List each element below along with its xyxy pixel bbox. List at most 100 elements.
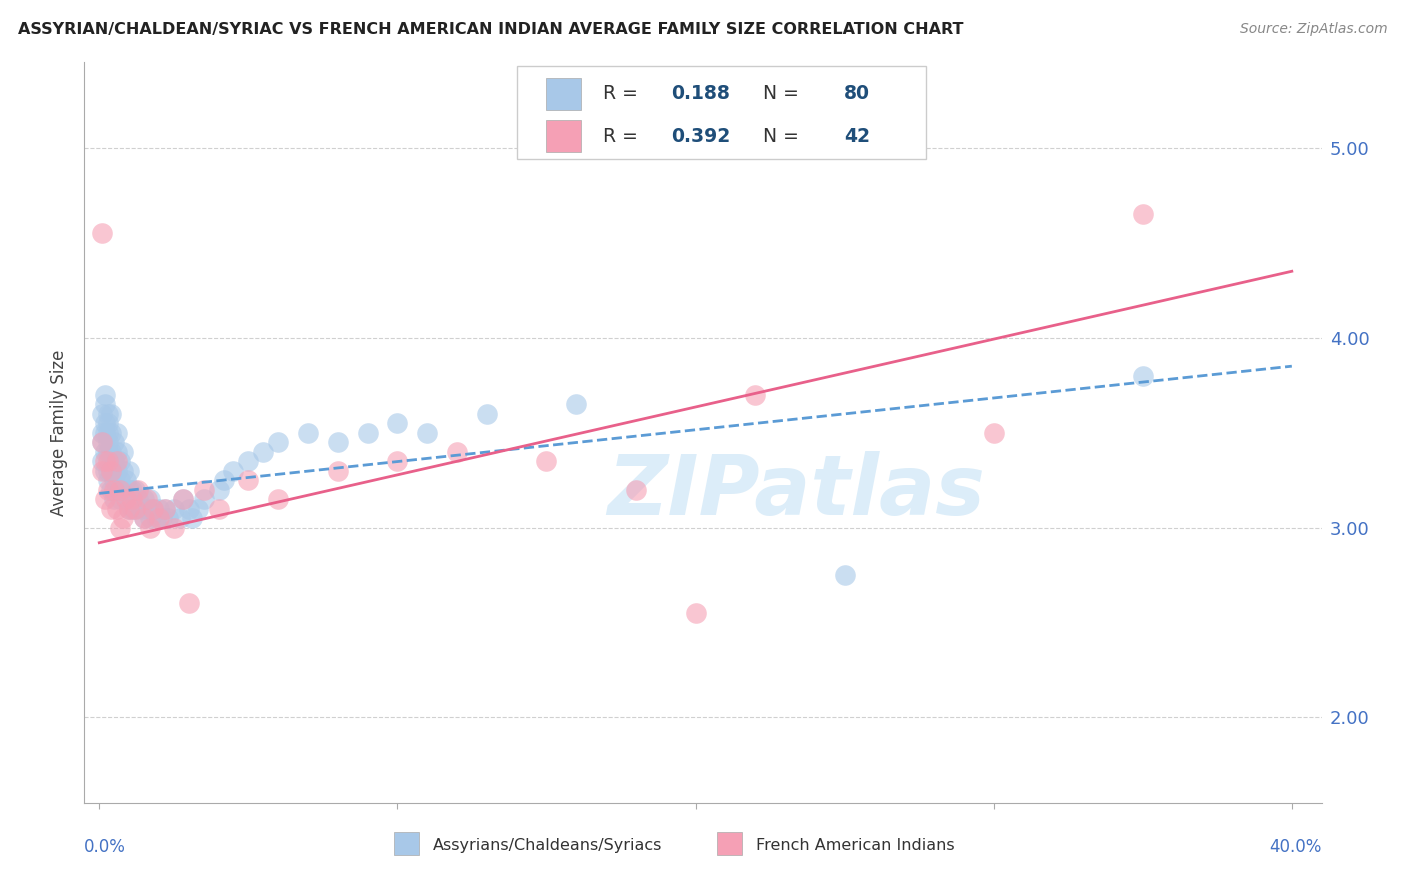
Point [163, 520, 186, 534]
Point [142, 501, 165, 516]
Point [103, 454, 125, 468]
Point [97, 444, 120, 458]
Point [252, 444, 274, 458]
Point [238, 454, 260, 468]
FancyBboxPatch shape [517, 66, 925, 159]
Point [91, 425, 114, 440]
Point [97, 454, 120, 468]
Text: 40.0%: 40.0% [1270, 838, 1322, 856]
Point [108, 483, 131, 497]
Point [172, 491, 194, 506]
Point [475, 407, 498, 421]
Point [91, 454, 114, 468]
Point [91, 464, 114, 478]
Point [115, 473, 138, 487]
Point [94, 491, 117, 506]
Text: 0.392: 0.392 [671, 127, 730, 145]
Point [105, 483, 128, 497]
Bar [546, 78, 581, 110]
Point [145, 511, 167, 525]
Point [108, 491, 131, 506]
Point [103, 435, 125, 450]
Point [121, 491, 143, 506]
Point [100, 444, 122, 458]
Point [108, 454, 131, 468]
Text: R =: R = [603, 127, 644, 145]
Point [108, 473, 131, 487]
Point [121, 501, 143, 516]
Point [834, 568, 856, 582]
Point [105, 425, 128, 440]
Y-axis label: Average Family Size: Average Family Size [51, 350, 69, 516]
Point [1132, 368, 1154, 383]
Point [565, 397, 588, 411]
Point [139, 520, 162, 534]
Point [127, 491, 149, 506]
Point [172, 491, 194, 506]
Point [100, 483, 122, 497]
Point [100, 425, 122, 440]
Point [112, 444, 135, 458]
Point [132, 511, 155, 525]
Text: ASSYRIAN/CHALDEAN/SYRIAC VS FRENCH AMERICAN INDIAN AVERAGE FAMILY SIZE CORRELATI: ASSYRIAN/CHALDEAN/SYRIAC VS FRENCH AMERI… [18, 22, 963, 37]
Point [132, 511, 155, 525]
Point [180, 511, 202, 525]
Point [124, 483, 146, 497]
Point [356, 425, 378, 440]
Point [238, 473, 260, 487]
Point [97, 483, 120, 497]
Point [169, 511, 191, 525]
Point [446, 444, 468, 458]
Text: N =: N = [751, 84, 806, 103]
Point [267, 435, 290, 450]
Point [387, 416, 409, 430]
Point [100, 464, 122, 478]
Point [187, 501, 209, 516]
Point [536, 454, 558, 468]
FancyBboxPatch shape [717, 832, 742, 855]
Point [97, 407, 120, 421]
Point [222, 464, 245, 478]
Point [103, 491, 125, 506]
Point [297, 425, 319, 440]
Point [118, 501, 141, 516]
Point [105, 454, 128, 468]
Point [983, 425, 1005, 440]
Point [105, 444, 128, 458]
Text: N =: N = [751, 127, 806, 145]
Text: 42: 42 [844, 127, 870, 145]
Point [326, 435, 349, 450]
Point [744, 387, 766, 401]
Point [118, 501, 141, 516]
Text: Source: ZipAtlas.com: Source: ZipAtlas.com [1240, 22, 1388, 37]
Point [214, 473, 236, 487]
Text: 0.0%: 0.0% [84, 838, 127, 856]
Point [153, 501, 176, 516]
Point [94, 416, 117, 430]
Point [177, 597, 200, 611]
Bar [546, 120, 581, 153]
Point [91, 407, 114, 421]
Point [115, 491, 138, 506]
Point [124, 501, 146, 516]
Point [139, 511, 162, 525]
Point [326, 464, 349, 478]
Point [127, 483, 149, 497]
FancyBboxPatch shape [394, 832, 419, 855]
Point [163, 501, 186, 516]
Point [193, 491, 215, 506]
Point [115, 491, 138, 506]
Point [267, 491, 290, 506]
Point [142, 501, 165, 516]
Point [94, 454, 117, 468]
Point [685, 606, 707, 620]
Point [139, 491, 162, 506]
Point [94, 464, 117, 478]
Point [97, 473, 120, 487]
Point [207, 501, 229, 516]
Text: 80: 80 [844, 84, 870, 103]
Point [108, 520, 131, 534]
Point [118, 464, 141, 478]
Point [156, 511, 179, 525]
Text: ZIPatlas: ZIPatlas [607, 451, 984, 533]
